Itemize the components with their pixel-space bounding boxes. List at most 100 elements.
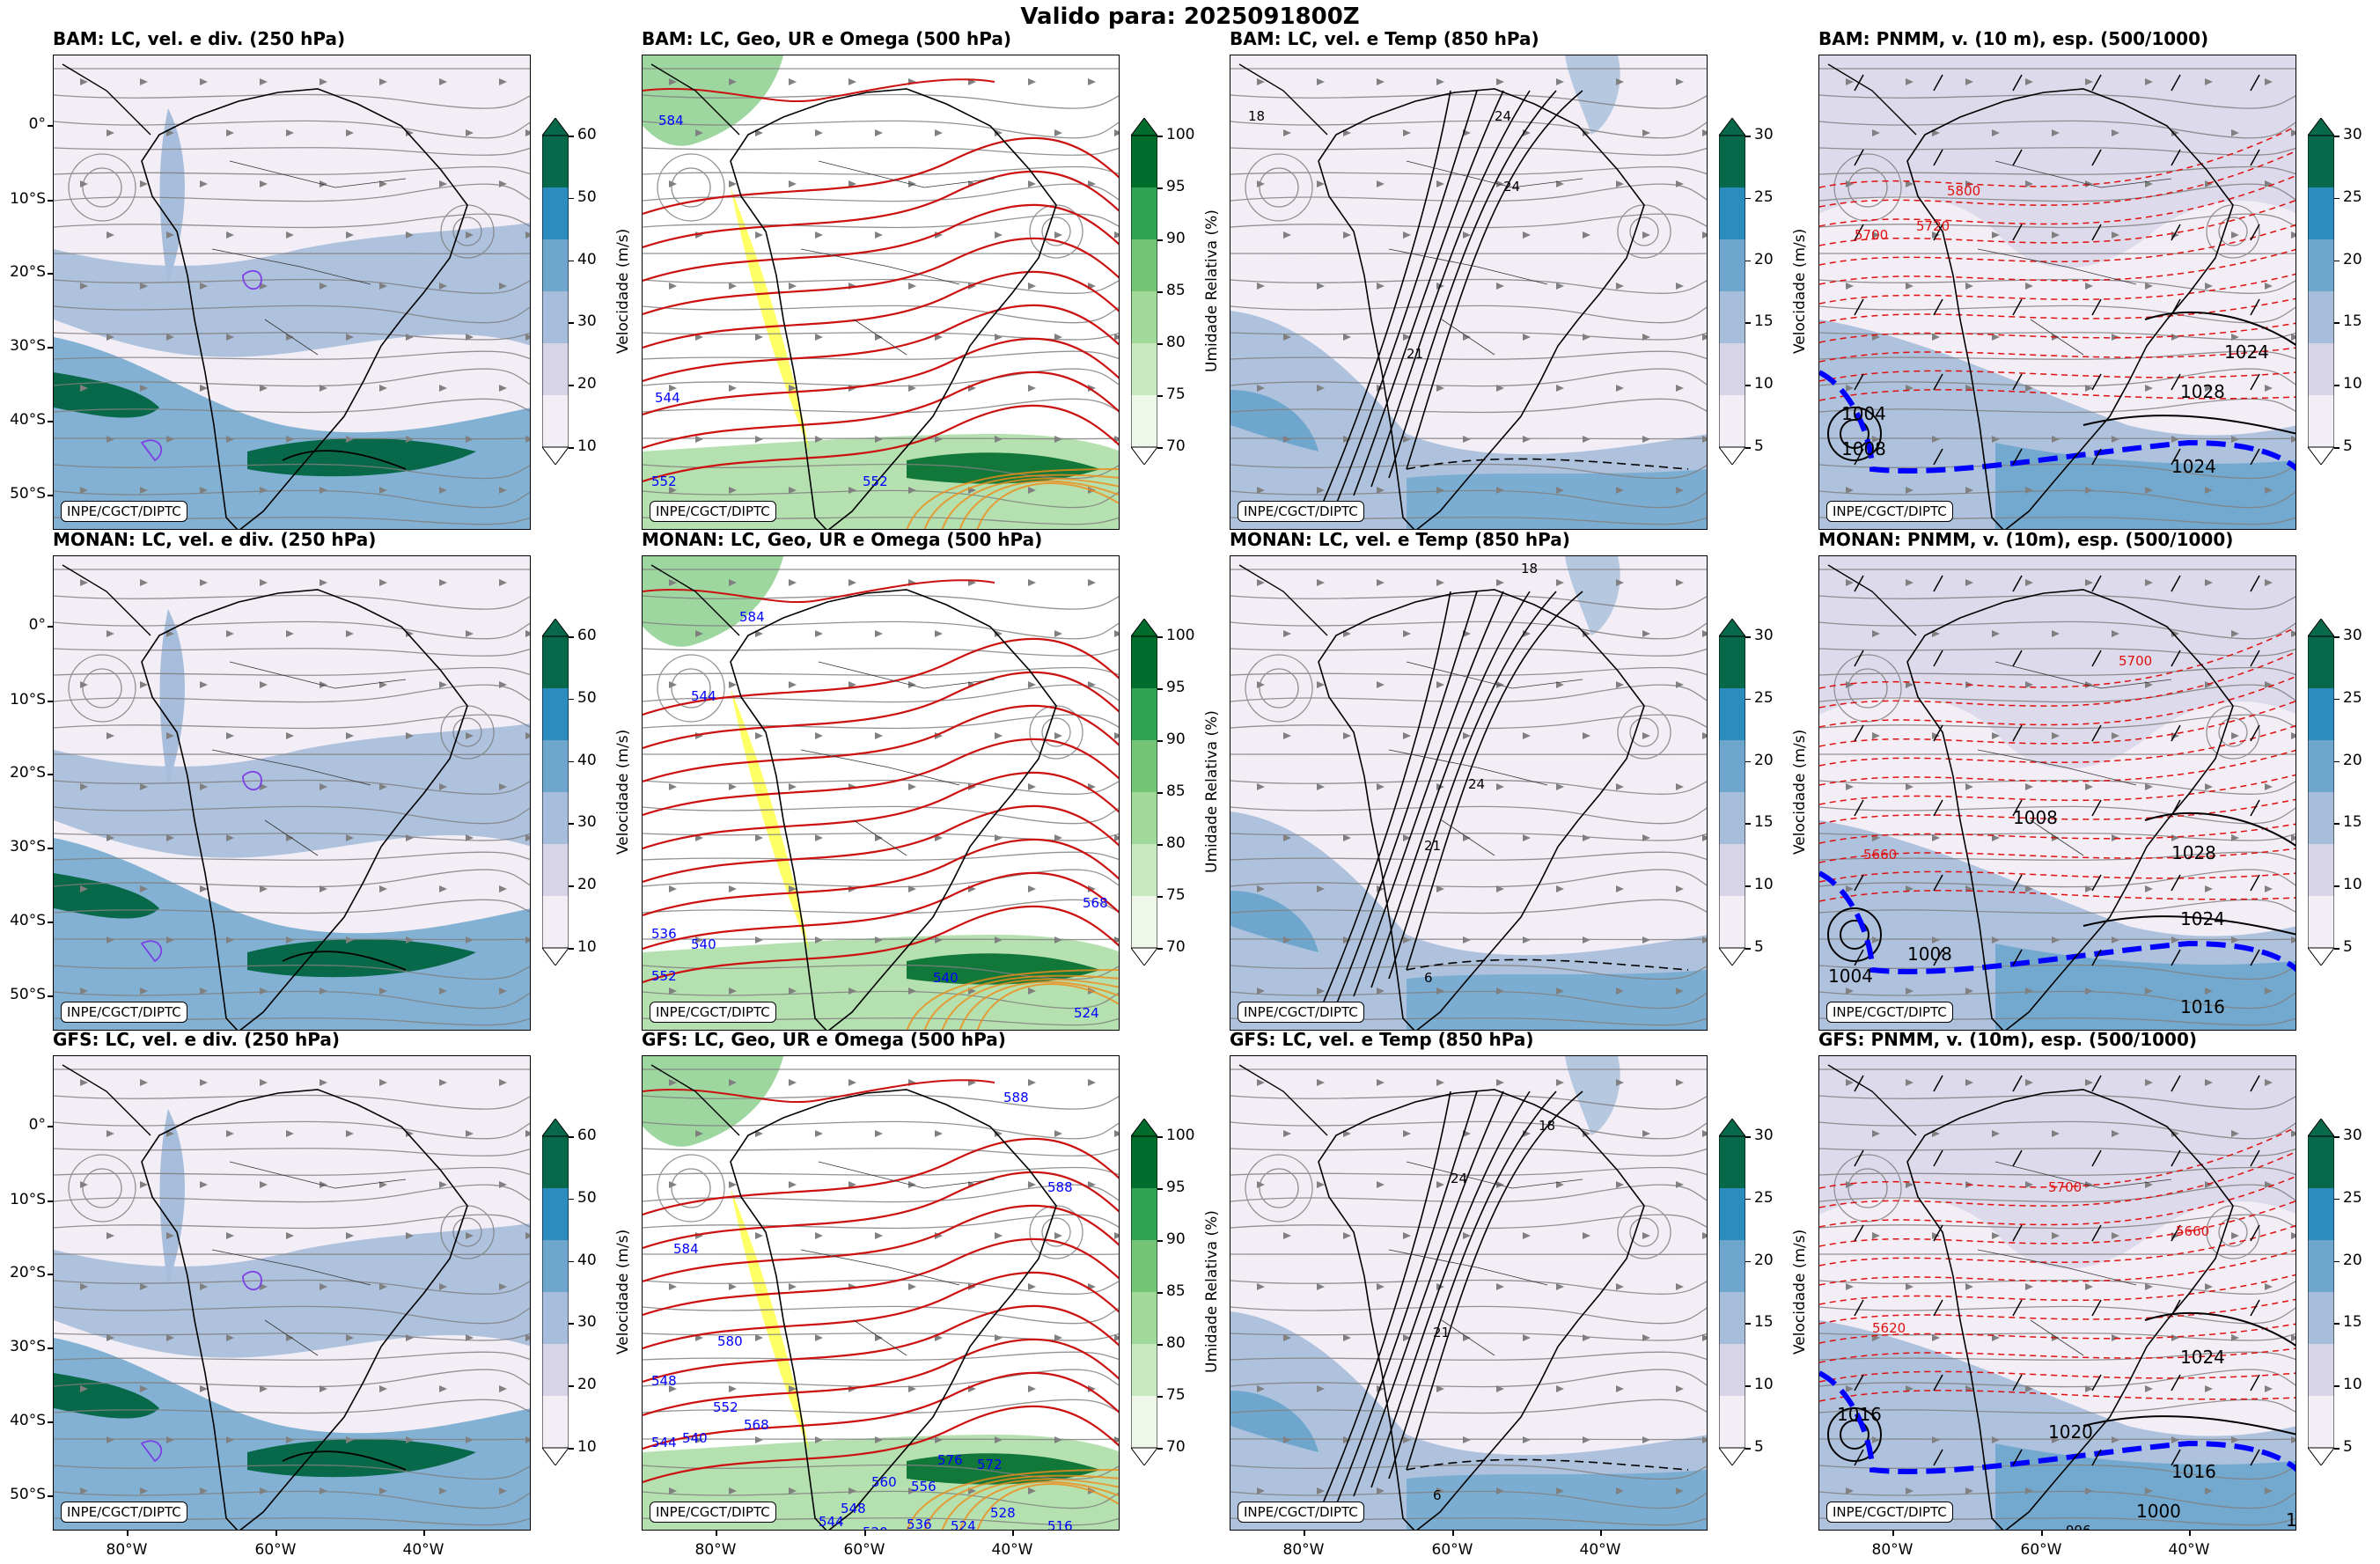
contour-label: 1028	[2180, 381, 2225, 402]
colorbar-tick	[1157, 1188, 1163, 1190]
colorbar-tick	[1745, 698, 1751, 701]
colorbar-tick	[1745, 385, 1751, 386]
map-panel-r2-c3: 5700 5660 5620 1016 1024 1020 1016 1000 996 1008 I…	[1818, 1055, 2296, 1531]
colorbar-tick	[2334, 385, 2340, 386]
colorbar-tick-label: 100	[1166, 627, 1195, 644]
colorbar-tick	[1157, 239, 1163, 241]
contour-label: 1004	[1841, 403, 1886, 424]
colorbar-tick	[2334, 885, 2340, 887]
lon-label: 60°W	[2020, 1541, 2062, 1559]
colorbar-tick-label: 10	[2343, 876, 2362, 894]
contour-label: 584	[673, 1241, 699, 1257]
colorbar-tick-label: 5	[1754, 1438, 1764, 1456]
lon-label: 60°W	[843, 1541, 885, 1559]
contour-label: 18	[1248, 108, 1265, 124]
map-canvas-r1-c0	[54, 556, 530, 1030]
panel-title-r1-c1: MONAN: LC, Geo, UR e Omega (500 hPa)	[642, 529, 1043, 550]
map-panel-r0-c0: INPE/CGCT/DIPTC	[53, 55, 531, 530]
colorbar-tick	[1745, 260, 1751, 262]
contour-label: 512	[1056, 1527, 1082, 1531]
contour-label: 5700	[1855, 227, 1888, 243]
colorbar-tick	[1157, 1344, 1163, 1346]
colorbar-tick	[569, 447, 574, 449]
colorbar-label: Umidade Relativa (%)	[1203, 209, 1221, 373]
lat-label: 10°S	[10, 691, 46, 709]
colorbar-tick	[569, 1260, 574, 1263]
colorbar-label: Velocidade (m/s)	[1791, 228, 1809, 355]
colorbar-tick-label: 20	[2343, 751, 2362, 769]
contour-label: 1016	[1837, 1404, 1882, 1425]
contour-label: 24	[1468, 776, 1485, 792]
colorbar-tick	[569, 385, 574, 386]
map-canvas-r0-c2: 18 24 24 21	[1230, 55, 1707, 529]
colorbar-r2-c2	[1718, 1118, 1746, 1469]
contour-label: 1004	[1828, 966, 1873, 987]
colorbar-tick	[2334, 260, 2340, 262]
colorbar-tick-label: 10	[577, 938, 597, 956]
contour-label: 5720	[1916, 218, 1950, 234]
colorbar-label: Velocidade (m/s)	[1791, 1229, 1809, 1355]
map-panel-r2-c0: INPE/CGCT/DIPTC	[53, 1055, 531, 1531]
colorbar-tick	[2334, 760, 2340, 763]
colorbar-tick	[2334, 1260, 2340, 1263]
lon-label: 80°W	[1282, 1541, 1325, 1559]
lon-label: 80°W	[106, 1541, 148, 1559]
map-panel-r0-c3: 5800 5720 5700 1004 1008 1024 1028 1024 INPE/CGC…	[1818, 55, 2296, 530]
lat-label: 30°S	[10, 1338, 46, 1355]
colorbar-tick-label: 30	[577, 1313, 597, 1332]
contour-label: 1000	[2136, 1501, 2181, 1522]
colorbar-tick-label: 10	[1754, 876, 1774, 894]
colorbar-tick	[569, 1323, 574, 1325]
colorbar-tick-label: 25	[1754, 187, 1774, 206]
lat-tick	[48, 1421, 53, 1423]
lon-tick	[1304, 1531, 1305, 1536]
colorbar-tick	[569, 760, 574, 763]
colorbar-label: Umidade Relativa (%)	[1203, 1210, 1221, 1374]
map-panel-r2-c1: 588 588 584 580 548 552 568 540 544 576 572 560 556 5…	[642, 1055, 1120, 1531]
lat-tick	[48, 848, 53, 849]
lat-tick	[48, 1274, 53, 1275]
colorbar-label: Umidade Relativa (%)	[1203, 710, 1221, 874]
colorbar-tick	[1157, 1240, 1163, 1242]
contour-label: 552	[651, 474, 677, 489]
contour-label: 568	[744, 1417, 769, 1433]
lon-tick	[2189, 1531, 2191, 1536]
lat-tick	[48, 200, 53, 202]
colorbar-tick	[2334, 1385, 2340, 1387]
contour-label: 584	[658, 113, 684, 128]
map-canvas-r2-c1: 588 588 584 580 548 552 568 540 544 576 572 560 556 5…	[643, 1056, 1119, 1531]
panel-title-r1-c2: MONAN: LC, vel. e Temp (850 hPa)	[1230, 529, 1570, 550]
panel-title-r0-c2: BAM: LC, vel. e Temp (850 hPa)	[1230, 28, 1539, 49]
colorbar-tick-label: 100	[1166, 1127, 1195, 1144]
colorbar-tick-label: 50	[577, 187, 597, 206]
colorbar-tick	[569, 1448, 574, 1450]
colorbar-tick-label: 25	[2343, 187, 2362, 206]
contour-label: 24	[1503, 179, 1520, 195]
colorbar-tick	[1157, 740, 1163, 742]
colorbar-tick	[1157, 1136, 1163, 1138]
colorbar-tick	[2334, 447, 2340, 449]
map-canvas-r0-c0	[54, 55, 530, 529]
lat-tick	[48, 701, 53, 702]
contour-label: 544	[691, 688, 716, 704]
colorbar-tick	[1157, 291, 1163, 293]
contour-label: 21	[1407, 346, 1423, 362]
credit-label: INPE/CGCT/DIPTC	[650, 1502, 776, 1523]
lat-tick	[48, 421, 53, 422]
lon-tick	[127, 1531, 129, 1536]
colorbar-tick-label: 10	[577, 1438, 597, 1456]
contour-label: 540	[691, 936, 716, 952]
contour-label: 1024	[2171, 456, 2216, 477]
contour-label: 1008	[1841, 438, 1886, 459]
colorbar-tick-label: 5	[1754, 938, 1764, 956]
contour-label: 552	[713, 1399, 738, 1415]
colorbar-tick	[569, 1198, 574, 1201]
map-panel-r1-c3: 5700 5660 1008 1028 1024 1004 1016 1008 INPE/CGC…	[1818, 555, 2296, 1031]
contour-label: 544	[651, 1435, 677, 1450]
colorbar-r1-c1	[1130, 618, 1158, 969]
colorbar-tick-label: 60	[577, 1127, 597, 1144]
colorbar-tick	[569, 948, 574, 950]
contour-label: 552	[651, 968, 677, 984]
contour-label: 580	[717, 1333, 743, 1349]
colorbar-tick-label: 50	[577, 1188, 597, 1207]
